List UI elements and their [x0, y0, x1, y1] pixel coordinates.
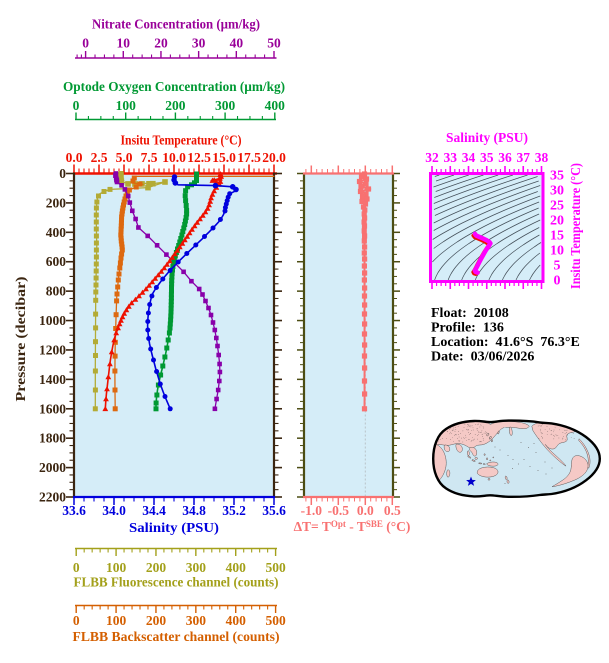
svg-text:12.5: 12.5 [187, 150, 211, 165]
svg-text:30: 30 [192, 36, 206, 51]
svg-text:300: 300 [186, 560, 207, 575]
svg-text:500: 500 [265, 560, 286, 575]
svg-text:-0.5: -0.5 [328, 503, 350, 518]
svg-text:Insitu Temperature (°C): Insitu Temperature (°C) [568, 163, 583, 289]
svg-text:0: 0 [73, 560, 80, 575]
svg-text:34: 34 [462, 150, 476, 165]
svg-text:600: 600 [46, 254, 67, 269]
svg-text:200: 200 [165, 98, 186, 113]
svg-text:33: 33 [444, 150, 458, 165]
svg-text:15: 15 [550, 229, 564, 244]
svg-text:30: 30 [550, 184, 564, 199]
svg-text:Profile: 136: Profile: 136 [431, 321, 504, 336]
svg-text:37: 37 [517, 150, 531, 165]
svg-text:100: 100 [106, 560, 127, 575]
svg-text:1600: 1600 [39, 401, 66, 416]
svg-text:300: 300 [186, 613, 207, 628]
svg-text:ΔT= TOpt - TSBE (°C): ΔT= TOpt - TSBE (°C) [294, 519, 411, 534]
svg-text:800: 800 [46, 284, 67, 299]
svg-text:-1.0: -1.0 [301, 503, 323, 518]
svg-text:32: 32 [425, 150, 439, 165]
svg-text:0.0: 0.0 [357, 503, 374, 518]
svg-text:36: 36 [498, 150, 512, 165]
svg-text:5: 5 [554, 259, 561, 274]
svg-text:200: 200 [146, 613, 167, 628]
svg-text:Optode Oxygen Concentration (µ: Optode Oxygen Concentration (µm/kg) [63, 79, 285, 94]
svg-text:34.0: 34.0 [102, 503, 126, 518]
svg-text:500: 500 [265, 613, 286, 628]
svg-text:Date: 03/06/2026: Date: 03/06/2026 [431, 350, 534, 365]
svg-text:25: 25 [550, 199, 564, 214]
svg-text:2000: 2000 [39, 460, 66, 475]
svg-text:38: 38 [535, 150, 549, 165]
svg-text:400: 400 [226, 613, 247, 628]
svg-text:10: 10 [117, 36, 131, 51]
svg-text:2.5: 2.5 [91, 150, 108, 165]
svg-text:Salinity (PSU): Salinity (PSU) [446, 131, 528, 146]
svg-text:1000: 1000 [39, 313, 66, 328]
svg-text:40: 40 [230, 36, 244, 51]
svg-text:Location: 41.6°S 76.3°E: Location: 41.6°S 76.3°E [431, 335, 580, 350]
svg-text:17.5: 17.5 [237, 150, 261, 165]
svg-text:50: 50 [267, 36, 281, 51]
svg-text:10: 10 [550, 244, 564, 259]
svg-text:34.4: 34.4 [142, 503, 166, 518]
svg-text:0: 0 [73, 98, 80, 113]
svg-text:400: 400 [46, 225, 67, 240]
svg-text:33.6: 33.6 [62, 503, 86, 518]
svg-text:15.0: 15.0 [212, 150, 236, 165]
svg-text:1200: 1200 [39, 342, 66, 357]
svg-text:10.0: 10.0 [162, 150, 186, 165]
svg-text:0: 0 [82, 36, 89, 51]
svg-text:Insitu Temperature (°C): Insitu Temperature (°C) [121, 133, 242, 148]
svg-text:5.0: 5.0 [116, 150, 133, 165]
svg-text:35.2: 35.2 [222, 503, 246, 518]
svg-text:400: 400 [226, 560, 247, 575]
svg-text:Nitrate Concentration (µm/kg): Nitrate Concentration (µm/kg) [92, 17, 260, 32]
svg-text:Float: 20108: Float: 20108 [431, 306, 509, 321]
svg-text:100: 100 [106, 613, 127, 628]
svg-text:FLBB Fluorescence channel (cou: FLBB Fluorescence channel (counts) [74, 575, 279, 590]
svg-text:400: 400 [265, 98, 286, 113]
svg-text:20: 20 [550, 214, 564, 229]
svg-text:20: 20 [154, 36, 168, 51]
svg-text:35: 35 [480, 150, 494, 165]
svg-text:35.6: 35.6 [262, 503, 286, 518]
svg-text:0: 0 [59, 166, 66, 181]
svg-text:Pressure (decibar): Pressure (decibar) [14, 276, 29, 401]
svg-text:2200: 2200 [39, 490, 66, 505]
svg-text:34.8: 34.8 [182, 503, 206, 518]
svg-text:0.0: 0.0 [66, 150, 83, 165]
svg-text:200: 200 [146, 560, 167, 575]
svg-text:FLBB Backscatter channel (coun: FLBB Backscatter channel (counts) [73, 629, 280, 644]
svg-text:20.0: 20.0 [262, 150, 286, 165]
svg-text:200: 200 [46, 195, 67, 210]
svg-text:100: 100 [116, 98, 137, 113]
svg-text:7.5: 7.5 [141, 150, 158, 165]
svg-text:300: 300 [215, 98, 236, 113]
svg-text:1800: 1800 [39, 431, 66, 446]
svg-text:35: 35 [550, 169, 564, 184]
svg-text:0: 0 [73, 613, 80, 628]
svg-text:Salinity (PSU): Salinity (PSU) [129, 521, 219, 536]
svg-text:1400: 1400 [39, 372, 66, 387]
svg-text:0.5: 0.5 [384, 503, 401, 518]
svg-text:0: 0 [554, 274, 561, 289]
